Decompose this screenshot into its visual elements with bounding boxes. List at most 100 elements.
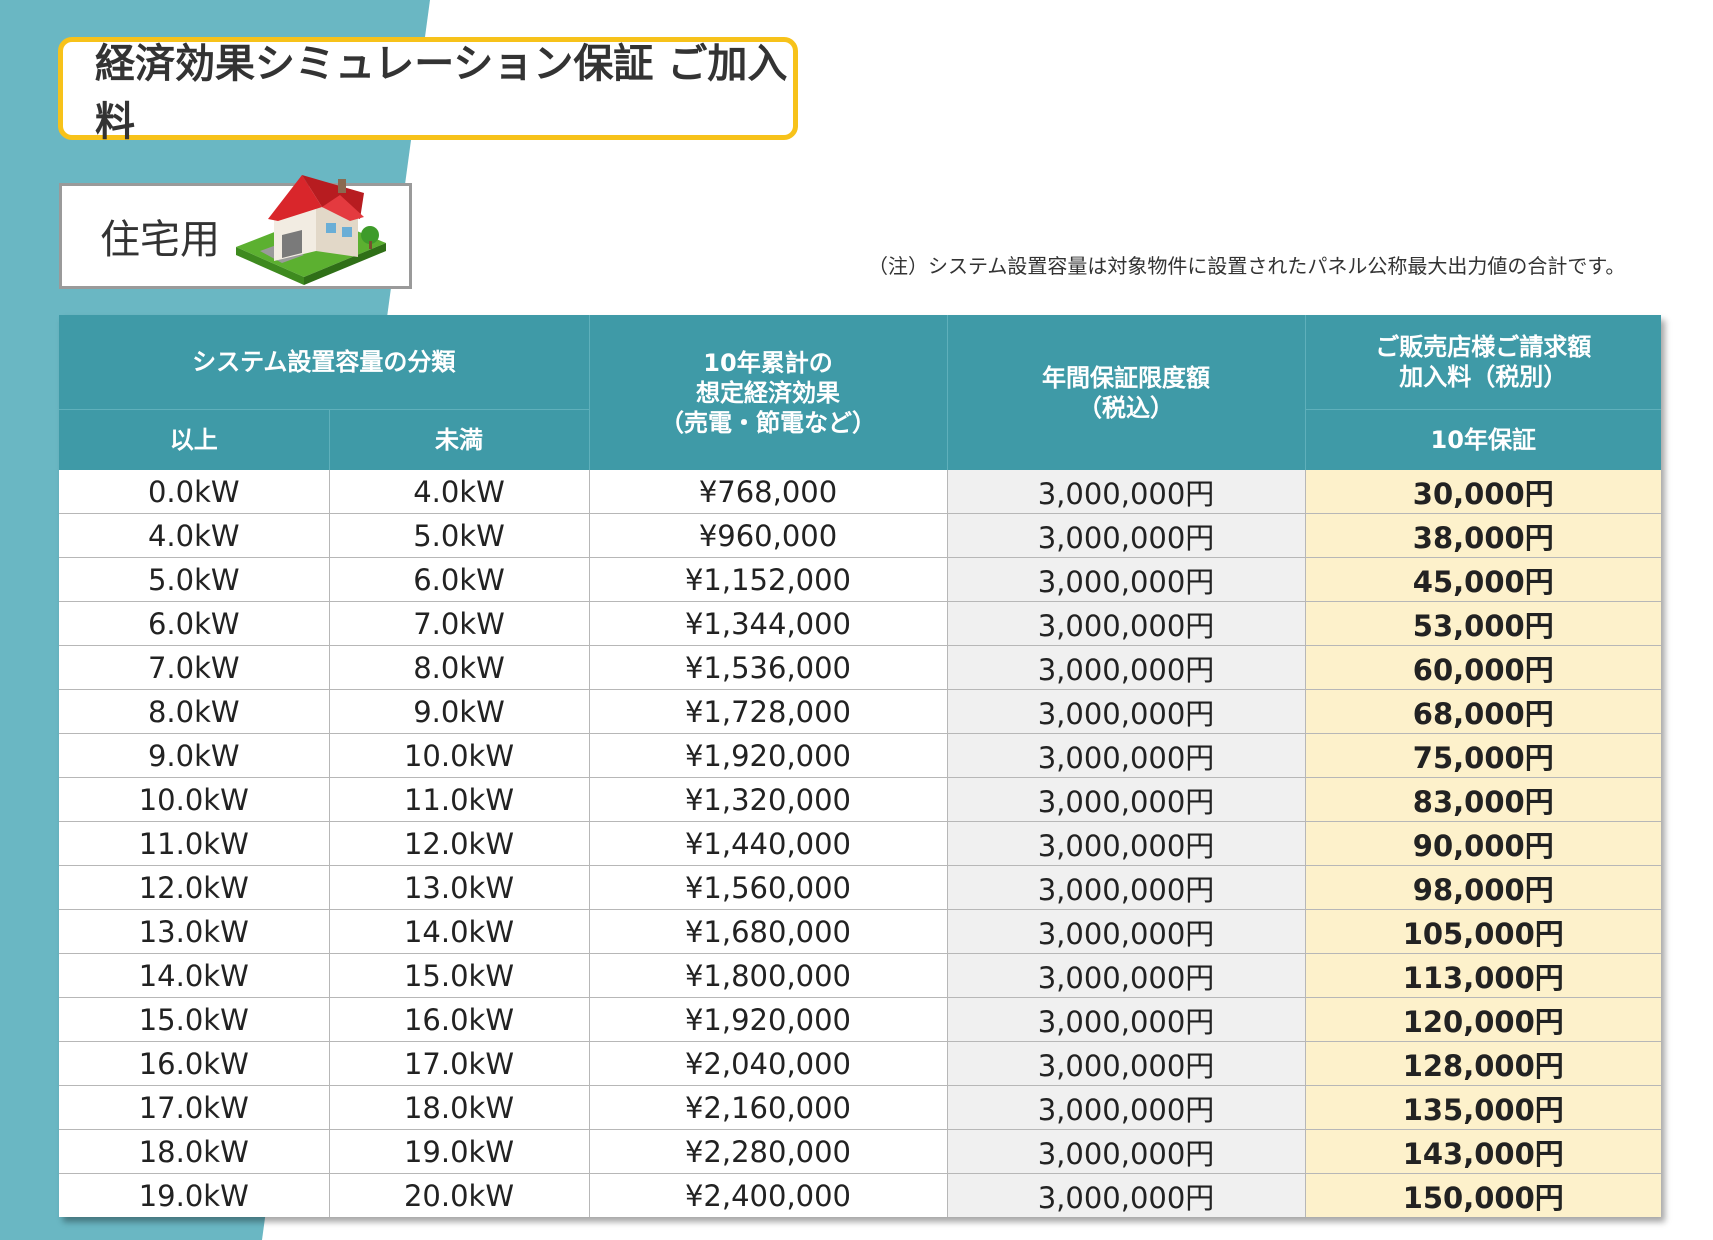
cell-capacity-min: 15.0kW [59,997,330,1042]
cell-capacity-min: 14.0kW [59,953,330,998]
cell-capacity-max: 15.0kW [329,953,590,998]
table-row: 10.0kW 11.0kW ¥1,320,000 3,000,000円 83,000円 [59,777,1661,822]
header-effect-line2: 想定経済効果 [696,378,840,407]
cell-annual-limit: 3,000,000円 [947,865,1306,910]
table-row: 11.0kW 12.0kW ¥1,440,000 3,000,000円 90,000円 [59,821,1661,866]
header-limit-line1: 年間保証限度額 [1042,363,1210,392]
table-row: 15.0kW 16.0kW ¥1,920,000 3,000,000円 120,000円 [59,997,1661,1042]
cell-fee: 150,000円 [1305,1173,1661,1217]
table-row: 7.0kW 8.0kW ¥1,536,000 3,000,000円 60,000円 [59,645,1661,690]
cell-economic-effect: ¥2,040,000 [589,1041,948,1086]
cell-annual-limit: 3,000,000円 [947,997,1306,1042]
cell-capacity-min: 13.0kW [59,909,330,954]
cell-economic-effect: ¥768,000 [589,470,948,514]
cell-economic-effect: ¥2,400,000 [589,1173,948,1217]
cell-annual-limit: 3,000,000円 [947,1129,1306,1174]
table-row: 13.0kW 14.0kW ¥1,680,000 3,000,000円 105,000円 [59,909,1661,954]
cell-fee: 75,000円 [1305,733,1661,778]
cell-fee: 38,000円 [1305,513,1661,558]
cell-capacity-min: 16.0kW [59,1041,330,1086]
cell-annual-limit: 3,000,000円 [947,1041,1306,1086]
cell-capacity-max: 10.0kW [329,733,590,778]
cell-capacity-min: 9.0kW [59,733,330,778]
header-effect-line1: 10年累計の [703,348,833,377]
cell-capacity-min: 7.0kW [59,645,330,690]
cell-annual-limit: 3,000,000円 [947,733,1306,778]
cell-fee: 113,000円 [1305,953,1661,998]
cell-economic-effect: ¥960,000 [589,513,948,558]
table-row: 16.0kW 17.0kW ¥2,040,000 3,000,000円 128,000円 [59,1041,1661,1086]
cell-capacity-max: 5.0kW [329,513,590,558]
cell-fee: 90,000円 [1305,821,1661,866]
header-fee-line2: 加入料（税別） [1399,363,1568,391]
cell-fee: 53,000円 [1305,601,1661,646]
cell-fee: 120,000円 [1305,997,1661,1042]
cell-annual-limit: 3,000,000円 [947,645,1306,690]
cell-capacity-min: 17.0kW [59,1085,330,1130]
cell-fee: 45,000円 [1305,557,1661,602]
cell-capacity-min: 5.0kW [59,557,330,602]
cell-annual-limit: 3,000,000円 [947,777,1306,822]
table-row: 6.0kW 7.0kW ¥1,344,000 3,000,000円 53,000円 [59,601,1661,646]
category-label: 住宅用 [100,217,220,263]
table-row: 8.0kW 9.0kW ¥1,728,000 3,000,000円 68,000円 [59,689,1661,734]
table-row: 5.0kW 6.0kW ¥1,152,000 3,000,000円 45,000円 [59,557,1661,602]
cell-annual-limit: 3,000,000円 [947,821,1306,866]
cell-economic-effect: ¥1,560,000 [589,865,948,910]
cell-capacity-min: 8.0kW [59,689,330,734]
cell-economic-effect: ¥1,536,000 [589,645,948,690]
table-body: 0.0kW 4.0kW ¥768,000 3,000,000円 30,000円 4.0kW… [59,470,1661,1217]
cell-capacity-max: 11.0kW [329,777,590,822]
cell-capacity-max: 8.0kW [329,645,590,690]
page-title-text: 経済効果シミュレーション保証 ご加入料 [95,40,788,145]
cell-annual-limit: 3,000,000円 [947,557,1306,602]
cell-annual-limit: 3,000,000円 [947,601,1306,646]
cell-capacity-max: 12.0kW [329,821,590,866]
cell-capacity-max: 6.0kW [329,557,590,602]
cell-economic-effect: ¥1,728,000 [589,689,948,734]
cell-capacity-max: 7.0kW [329,601,590,646]
cell-annual-limit: 3,000,000円 [947,1173,1306,1217]
cell-economic-effect: ¥2,280,000 [589,1129,948,1174]
cell-fee: 68,000円 [1305,689,1661,734]
cell-capacity-max: 18.0kW [329,1085,590,1130]
header-max: 未満 [329,409,590,470]
table-row: 19.0kW 20.0kW ¥2,400,000 3,000,000円 150,000円 [59,1173,1661,1217]
table-row: 0.0kW 4.0kW ¥768,000 3,000,000円 30,000円 [59,470,1661,514]
cell-fee: 143,000円 [1305,1129,1661,1174]
cell-fee: 30,000円 [1305,470,1661,514]
cell-capacity-max: 19.0kW [329,1129,590,1174]
table-row: 18.0kW 19.0kW ¥2,280,000 3,000,000円 143,000円 [59,1129,1661,1174]
cell-fee: 135,000円 [1305,1085,1661,1130]
cell-economic-effect: ¥1,152,000 [589,557,948,602]
header-fee-line1: ご販売店様ご請求額 [1375,333,1592,361]
cell-economic-effect: ¥1,680,000 [589,909,948,954]
cell-capacity-max: 13.0kW [329,865,590,910]
header-limit-line2: （税込） [1078,393,1174,422]
header-fee: ご販売店様ご請求額 加入料（税別） [1305,315,1661,410]
cell-capacity-min: 0.0kW [59,470,330,514]
cell-capacity-max: 20.0kW [329,1173,590,1217]
page-title: 経済効果シミュレーション保証 ご加入料 [58,37,798,145]
cell-economic-effect: ¥1,920,000 [589,733,948,778]
cell-capacity-min: 4.0kW [59,513,330,558]
cell-capacity-min: 18.0kW [59,1129,330,1174]
header-annual-limit: 年間保証限度額 （税込） [947,315,1306,470]
fee-table: システム設置容量の分類 10年累計の 想定経済効果 （売電・節電など） 年間保証… [59,315,1661,1217]
cell-capacity-max: 4.0kW [329,470,590,514]
cell-annual-limit: 3,000,000円 [947,1085,1306,1130]
cell-capacity-min: 19.0kW [59,1173,330,1217]
cell-capacity-min: 11.0kW [59,821,330,866]
cell-fee: 105,000円 [1305,909,1661,954]
cell-annual-limit: 3,000,000円 [947,689,1306,734]
cell-economic-effect: ¥1,800,000 [589,953,948,998]
header-effect-line3: （売電・節電など） [660,408,876,437]
header-economic-effect: 10年累計の 想定経済効果 （売電・節電など） [589,315,948,470]
table-row: 4.0kW 5.0kW ¥960,000 3,000,000円 38,000円 [59,513,1661,558]
header-min: 以上 [59,409,330,470]
cell-capacity-max: 14.0kW [329,909,590,954]
header-capacity-group: システム設置容量の分類 [59,315,590,410]
table-row: 9.0kW 10.0kW ¥1,920,000 3,000,000円 75,000円 [59,733,1661,778]
cell-economic-effect: ¥2,160,000 [589,1085,948,1130]
table-row: 14.0kW 15.0kW ¥1,800,000 3,000,000円 113,000円 [59,953,1661,998]
